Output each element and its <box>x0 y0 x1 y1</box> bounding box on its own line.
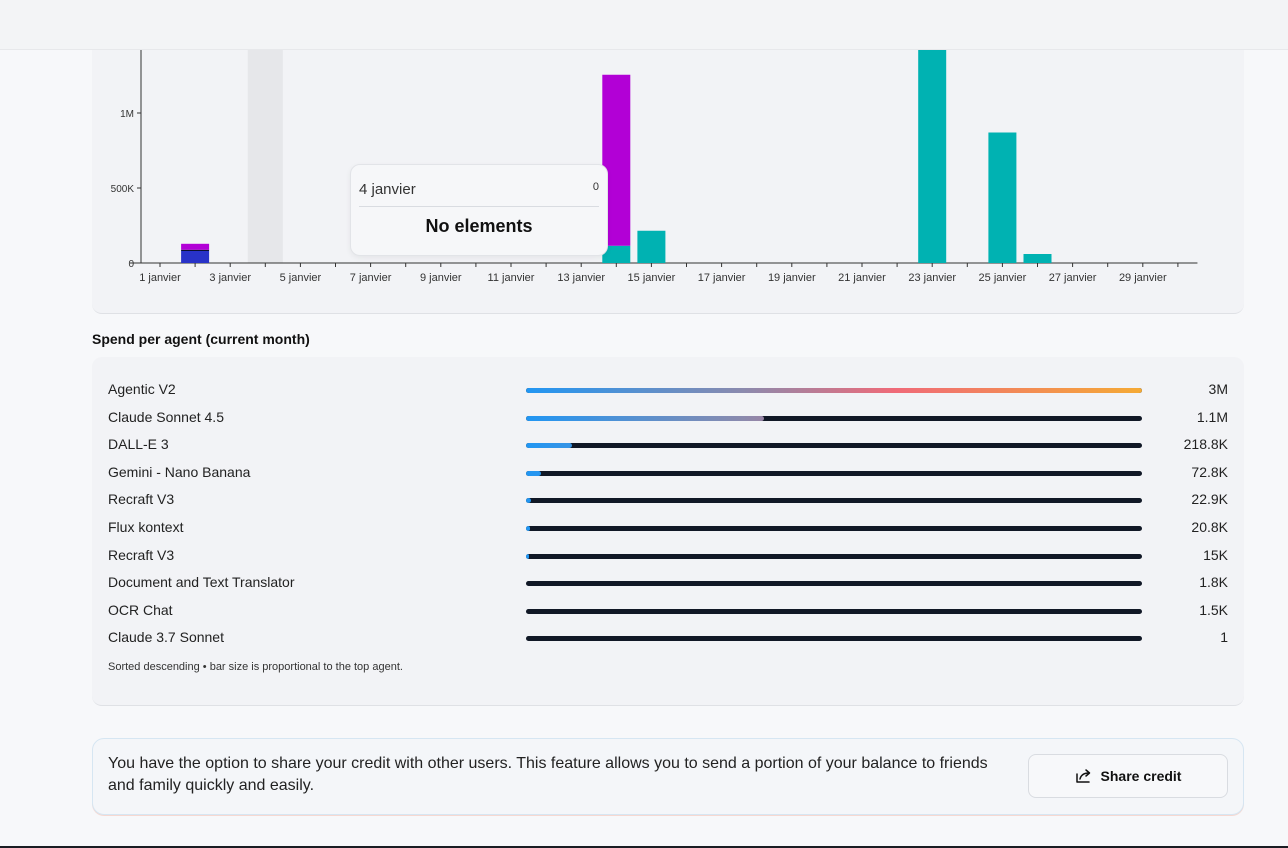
agent-row: Document and Text Translator 1.8K <box>108 573 1228 593</box>
tooltip-date: 4 janvier <box>359 181 416 198</box>
y-tick-label: 0 <box>128 259 134 270</box>
chart-bar <box>1023 254 1052 263</box>
share-credit-button[interactable]: Share credit <box>1028 754 1228 798</box>
agent-spend-value: 20.8K <box>1191 519 1228 535</box>
agents-sort-note: Sorted descending • bar size is proporti… <box>108 661 403 673</box>
agent-spend-value: 22.9K <box>1191 491 1228 508</box>
tooltip-header: 4 janvier 0 <box>359 173 599 207</box>
agent-name: Gemini - Nano Banana <box>108 463 251 480</box>
agent-spend-bar <box>526 636 1142 642</box>
agent-spend-bar <box>526 415 1142 421</box>
agent-spend-bar <box>526 443 1142 449</box>
agent-name: Document and Text Translator <box>108 574 295 591</box>
chart-bar <box>637 230 666 263</box>
agent-spend-value: 1 <box>1220 629 1228 646</box>
y-tick-label: 1M <box>120 109 134 120</box>
x-tick-label: 9 janvier <box>420 272 462 284</box>
hover-highlight-band <box>247 50 283 263</box>
agent-row: Gemini - Nano Banana 72.8K <box>108 463 1228 483</box>
agent-row: Claude 3.7 Sonnet 1 <box>108 628 1228 648</box>
x-tick-label: 25 janvier <box>979 272 1027 284</box>
share-credit-description: You have the option to share your credit… <box>108 755 988 794</box>
chart-tooltip: 4 janvier 0 No elements <box>350 164 608 256</box>
agent-spend-bar <box>526 553 1142 559</box>
agent-spend-value: 3M <box>1208 381 1228 397</box>
agent-name: OCR Chat <box>108 601 173 618</box>
agent-name: Claude Sonnet 4.5 <box>108 408 224 425</box>
agent-row: Flux kontext 20.8K <box>108 518 1228 538</box>
daily-spend-chart-card: 0 500K 1M 1 janvier 3 janvier 5 janvier 7 janv… <box>92 0 1244 314</box>
agent-spend-bar-fill <box>526 470 542 476</box>
x-tick-label: 27 janvier <box>1049 272 1097 284</box>
spend-per-agent-title: Spend per agent (current month) <box>92 331 310 347</box>
agent-spend-value: 218.8K <box>1183 436 1228 453</box>
top-bar <box>0 0 1288 50</box>
x-tick-label: 5 janvier <box>280 272 322 284</box>
agent-spend-bar <box>526 498 1142 504</box>
agent-spend-value: 1.8K <box>1199 574 1228 591</box>
x-tick-label: 21 janvier <box>838 272 886 284</box>
agent-spend-bar-fill <box>526 498 531 504</box>
agent-spend-bar-fill <box>526 415 765 421</box>
share-icon <box>1075 769 1090 783</box>
agent-spend-bar-fill <box>526 388 1142 393</box>
x-tick-label: 15 janvier <box>628 272 676 284</box>
agent-name: Recraft V3 <box>108 491 175 508</box>
agent-name: Flux kontext <box>108 519 184 535</box>
agent-name: Agentic V2 <box>108 381 176 397</box>
y-tick-label: 500K <box>111 184 135 195</box>
x-tick-label: 17 janvier <box>698 272 746 284</box>
agent-spend-bar-fill <box>526 443 573 449</box>
agent-spend-bar <box>526 526 1142 531</box>
share-credit-button-label: Share credit <box>1100 768 1182 784</box>
x-tick-label: 23 janvier <box>908 272 956 284</box>
agent-spend-bar <box>526 608 1142 614</box>
x-tick-label: 29 janvier <box>1119 272 1167 284</box>
agent-name: DALL-E 3 <box>108 436 169 453</box>
agent-row: Recraft V3 15K <box>108 546 1228 566</box>
x-tick-label: 3 janvier <box>209 272 251 284</box>
x-tick-label: 1 janvier <box>139 272 181 284</box>
chart-bar <box>181 249 210 251</box>
spend-per-agent-card: Agentic V2 3M Claude Sonnet 4.5 1.1M DALL-E … <box>92 357 1244 706</box>
agent-spend-bar <box>526 581 1142 587</box>
agent-row: OCR Chat 1.5K <box>108 601 1228 621</box>
agent-spend-bar-fill <box>526 526 531 531</box>
x-tick-label: 13 janvier <box>557 272 605 284</box>
bottom-border <box>0 846 1288 848</box>
agent-spend-value: 15K <box>1203 546 1228 563</box>
agent-spend-bar <box>526 470 1142 476</box>
agent-name: Recraft V3 <box>108 546 175 563</box>
agent-row: Claude Sonnet 4.5 1.1M <box>108 408 1228 428</box>
agent-spend-bar-fill <box>526 553 530 559</box>
agent-spend-value: 72.8K <box>1191 463 1228 480</box>
agent-row: Agentic V2 3M <box>108 380 1228 400</box>
agent-spend-value: 1.5K <box>1199 601 1228 618</box>
chart-bar <box>918 50 947 263</box>
agent-spend-bar <box>526 388 1142 393</box>
chart-bar <box>602 245 631 263</box>
agent-name: Claude 3.7 Sonnet <box>108 629 224 646</box>
x-tick-label: 7 janvier <box>350 272 392 284</box>
tooltip-value: 0 <box>592 181 599 193</box>
chart-bar <box>988 132 1017 263</box>
x-tick-label: 19 janvier <box>768 272 816 284</box>
x-tick-label: 11 janvier <box>488 272 535 284</box>
chart-bar <box>181 243 210 250</box>
agent-row: DALL-E 3 218.8K <box>108 435 1228 455</box>
agent-spend-value: 1.1M <box>1196 408 1228 425</box>
daily-spend-chart: 0 500K 1M 1 janvier 3 janvier 5 janvier 7 janv… <box>111 50 1198 284</box>
share-credit-card: You have the option to share your credit… <box>92 738 1244 815</box>
agent-row: Recraft V3 22.9K <box>108 490 1228 510</box>
tooltip-empty-message: No elements <box>425 216 533 236</box>
chart-bar <box>181 251 210 263</box>
